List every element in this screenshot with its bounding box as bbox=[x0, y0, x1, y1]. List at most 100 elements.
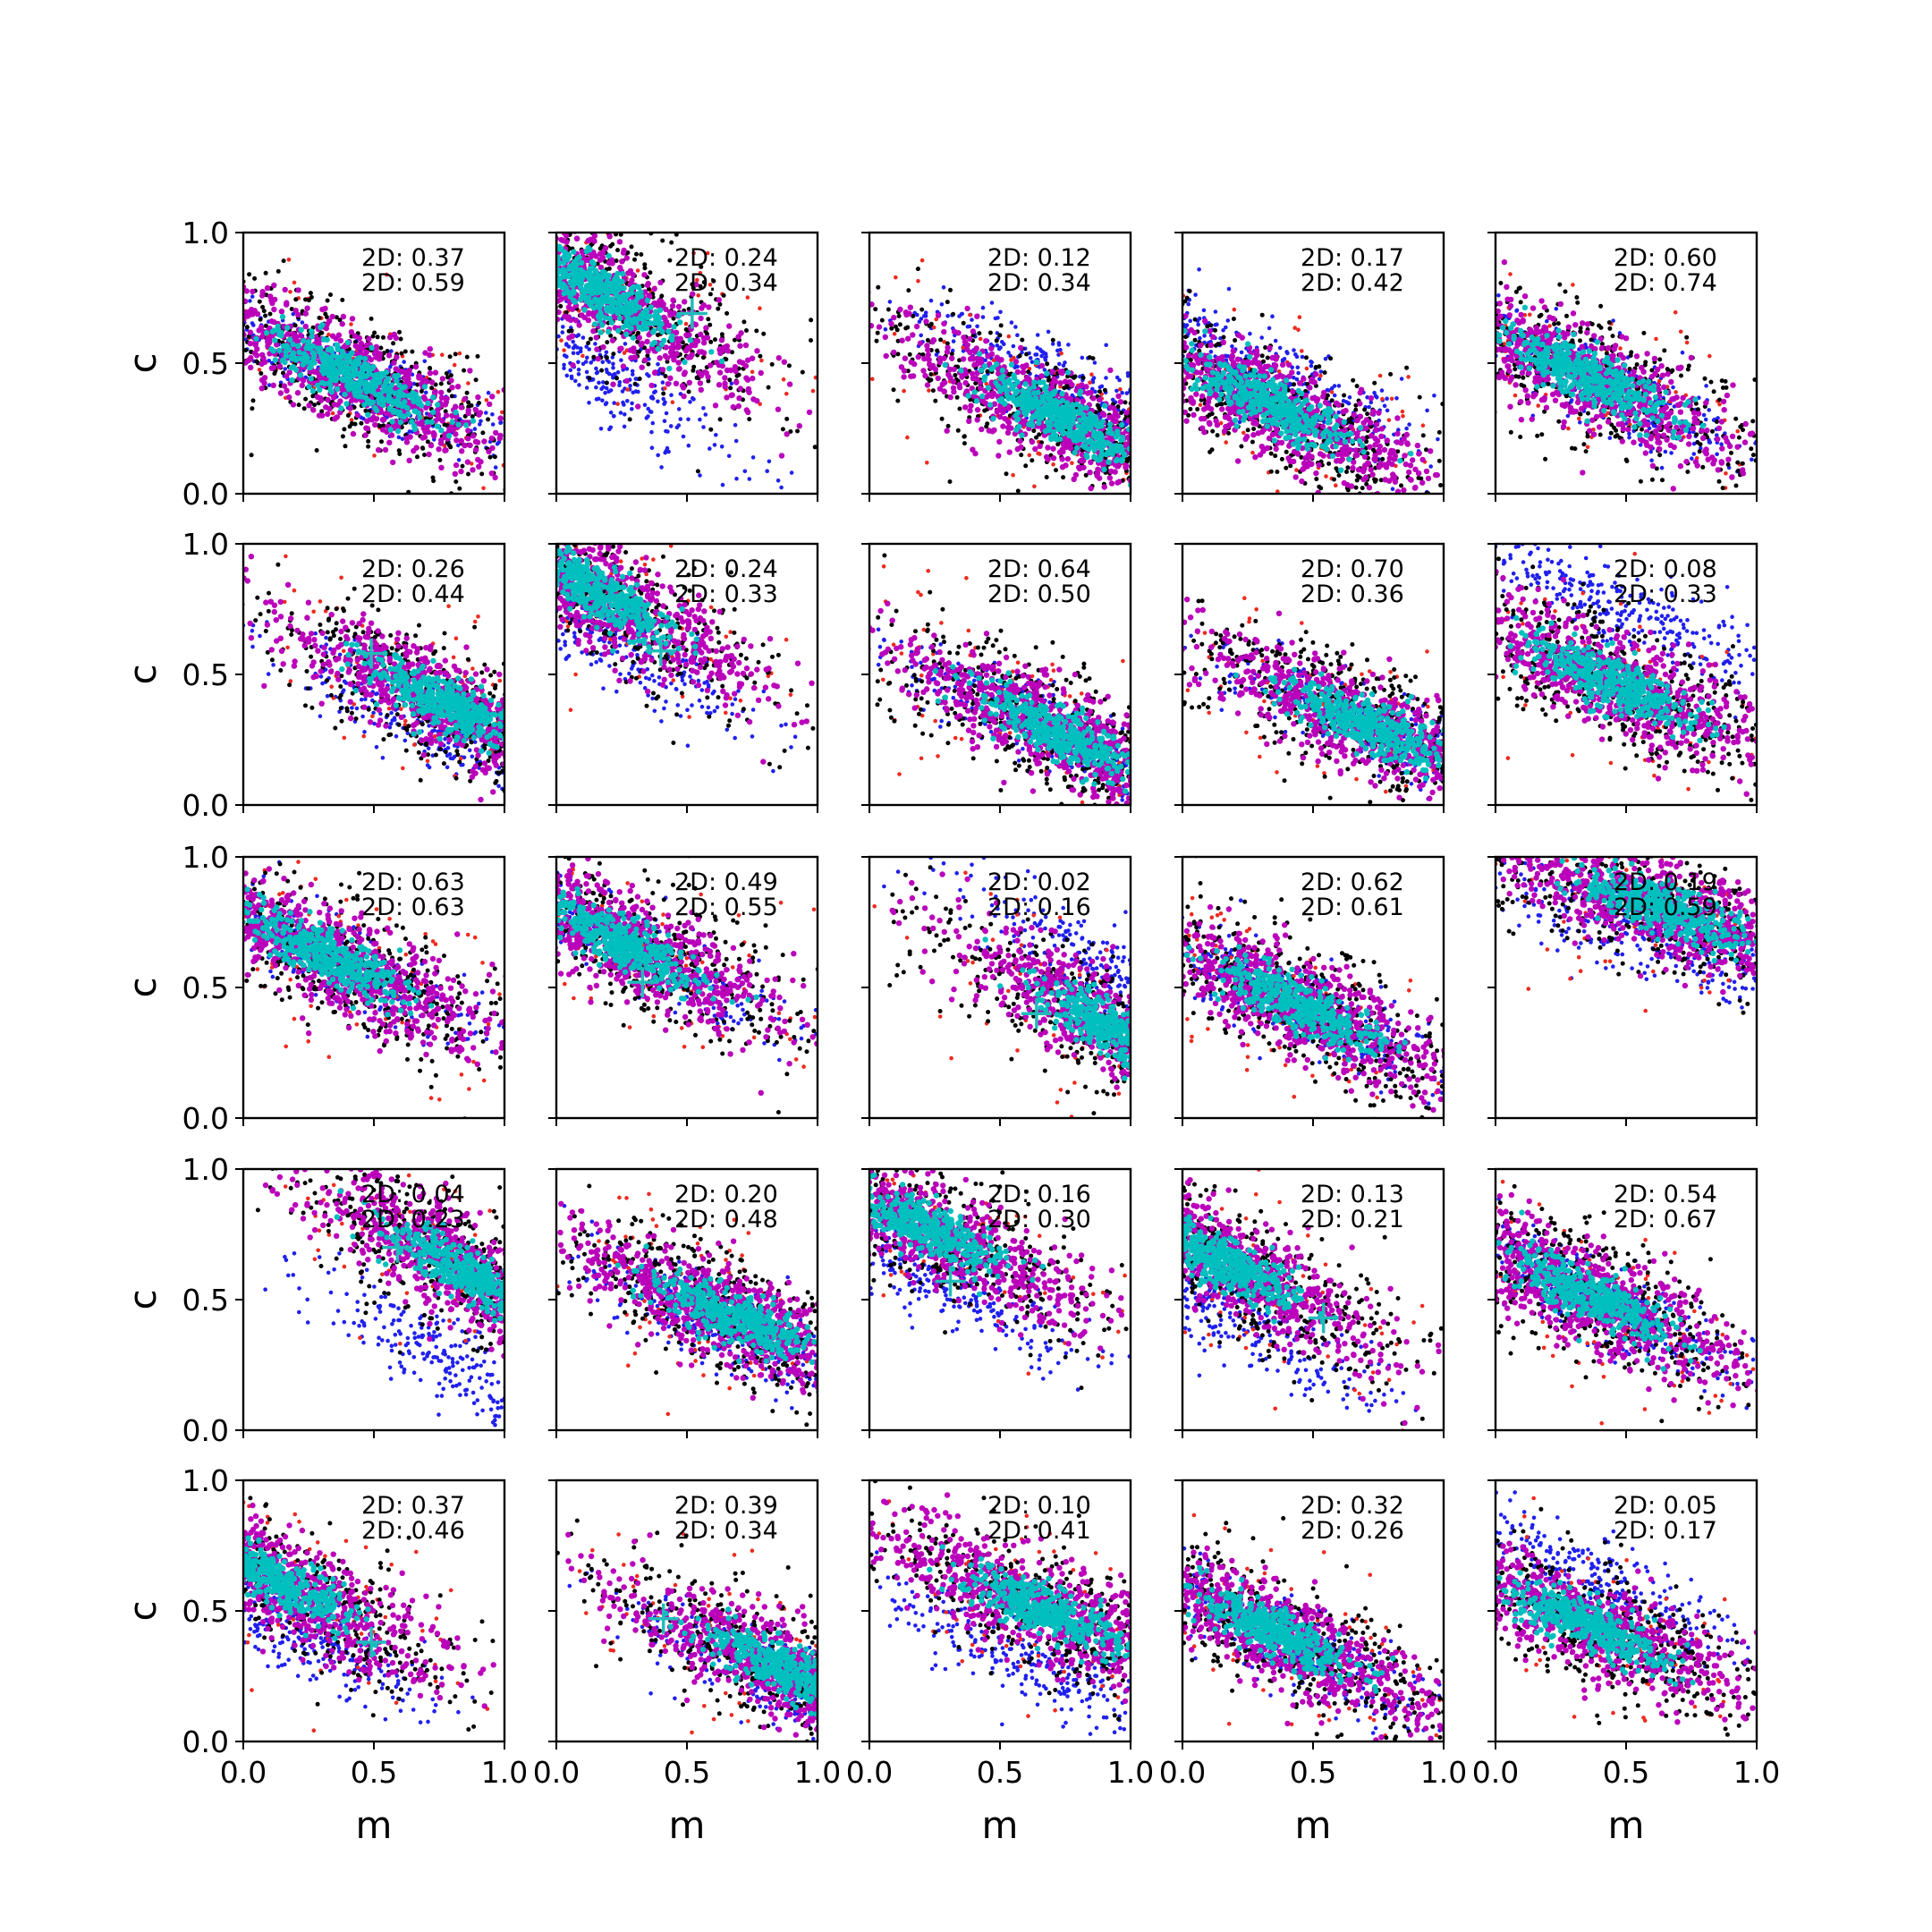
black-series-point bbox=[369, 317, 374, 321]
magenta-series-point bbox=[428, 370, 433, 376]
black-series-point bbox=[318, 316, 322, 320]
blue-series-point bbox=[581, 335, 586, 340]
red-series-point bbox=[905, 436, 910, 440]
blue-series-point bbox=[663, 419, 667, 423]
cyan-series-point bbox=[648, 304, 654, 309]
blue-series-point bbox=[779, 486, 784, 490]
black-series-point bbox=[448, 354, 453, 359]
blue-series-point bbox=[981, 315, 986, 319]
magenta-series-point bbox=[698, 316, 703, 321]
cyan-series-point bbox=[688, 337, 693, 343]
blue-series-point bbox=[940, 302, 945, 307]
magenta-series-point bbox=[265, 285, 270, 291]
black-series-point bbox=[302, 406, 307, 411]
blue-series-point bbox=[952, 339, 956, 343]
magenta-series-point bbox=[624, 378, 630, 384]
cyan-series-point bbox=[334, 343, 339, 348]
magenta-series-point bbox=[610, 338, 615, 343]
black-series-point bbox=[758, 354, 762, 359]
magenta-series-point bbox=[364, 343, 369, 348]
magenta-series-point bbox=[731, 404, 736, 410]
blue-series-point bbox=[301, 320, 305, 325]
magenta-series-point bbox=[625, 270, 631, 275]
magenta-series-point bbox=[787, 381, 792, 386]
cyan-series-point bbox=[365, 412, 370, 418]
blue-series-point bbox=[603, 391, 607, 395]
blue-series-point bbox=[612, 414, 616, 419]
magenta-series-point bbox=[807, 410, 812, 415]
cyan-series-point bbox=[409, 419, 414, 424]
black-series-point bbox=[310, 394, 315, 398]
magenta-series-point bbox=[667, 376, 673, 381]
cyan-series-point bbox=[395, 428, 401, 434]
cyan-series-point bbox=[296, 343, 301, 348]
cyan-series-point bbox=[719, 359, 724, 364]
red-series-point bbox=[968, 313, 972, 318]
blue-series-point bbox=[569, 369, 573, 373]
magenta-series-point bbox=[487, 402, 492, 407]
magenta-series-point bbox=[708, 362, 713, 368]
blue-series-point bbox=[701, 406, 706, 411]
red-series-point bbox=[1070, 461, 1074, 465]
black-series-point bbox=[962, 434, 967, 438]
cyan-series-point bbox=[346, 353, 352, 359]
cyan-series-point bbox=[370, 400, 376, 405]
blue-series-point bbox=[677, 407, 682, 411]
magenta-series-point bbox=[776, 355, 782, 360]
magenta-series-point bbox=[453, 431, 458, 436]
magenta-series-point bbox=[591, 238, 597, 243]
cyan-series-point bbox=[633, 299, 639, 304]
magenta-series-point bbox=[282, 383, 287, 388]
black-series-point bbox=[628, 417, 632, 421]
black-series-point bbox=[488, 455, 493, 460]
red-series-point bbox=[894, 275, 898, 280]
magenta-series-point bbox=[369, 417, 375, 422]
blue-series-point bbox=[1080, 356, 1085, 360]
blue-series-point bbox=[767, 460, 772, 464]
magenta-series-point bbox=[394, 354, 399, 360]
black-series-point bbox=[599, 369, 604, 373]
black-series-point bbox=[708, 340, 713, 344]
black-series-point bbox=[476, 354, 480, 359]
blue-series-point bbox=[945, 314, 950, 318]
black-series-point bbox=[706, 317, 710, 321]
magenta-series-point bbox=[248, 329, 253, 335]
cyan-series-point bbox=[344, 364, 350, 369]
blue-series-point bbox=[585, 356, 589, 360]
magenta-series-point bbox=[376, 447, 381, 453]
black-series-point bbox=[735, 374, 740, 378]
cyan-series-point bbox=[416, 411, 421, 416]
black-series-point bbox=[718, 417, 723, 421]
magenta-series-point bbox=[348, 405, 353, 411]
cyan-series-point bbox=[375, 376, 380, 381]
blue-series-point bbox=[473, 427, 478, 431]
magenta-series-point bbox=[340, 321, 345, 326]
magenta-series-point bbox=[433, 369, 438, 375]
magenta-series-point bbox=[453, 462, 459, 468]
cyan-series-point bbox=[628, 326, 633, 331]
cyan-series-point bbox=[310, 388, 316, 394]
blue-series-point bbox=[665, 411, 669, 416]
cyan-series-point bbox=[384, 378, 389, 384]
blue-series-point bbox=[1046, 330, 1051, 335]
cyan-series-point bbox=[582, 270, 588, 275]
red-series-point bbox=[811, 389, 816, 394]
red-series-point bbox=[1089, 372, 1094, 377]
black-series-point bbox=[611, 352, 615, 356]
magenta-series-point bbox=[784, 431, 790, 436]
blue-series-point bbox=[1002, 342, 1006, 346]
cyan-series-point bbox=[289, 356, 294, 361]
red-series-point bbox=[466, 381, 470, 386]
cyan-series-point bbox=[387, 396, 393, 402]
blue-series-point bbox=[600, 398, 605, 402]
black-series-point bbox=[701, 355, 706, 360]
cyan-series-point bbox=[309, 334, 315, 339]
cyan-series-point bbox=[565, 274, 571, 279]
magenta-series-point bbox=[593, 253, 598, 258]
black-series-point bbox=[747, 417, 751, 421]
magenta-series-point bbox=[449, 385, 454, 390]
red-series-point bbox=[349, 322, 353, 326]
magenta-series-point bbox=[717, 369, 723, 375]
magenta-series-point bbox=[733, 369, 738, 374]
